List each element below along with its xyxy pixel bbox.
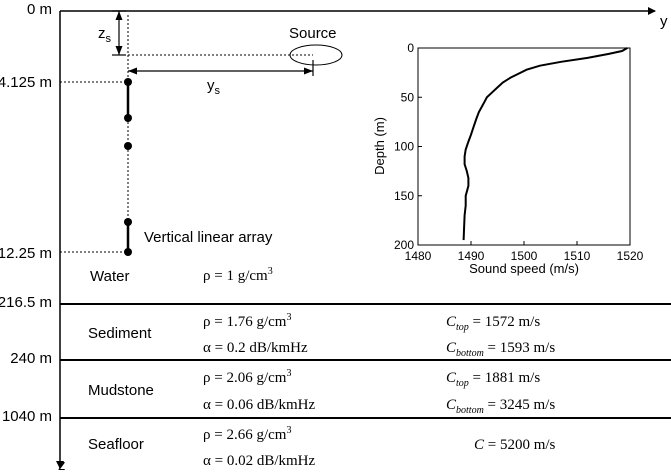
x-tick-label: 1510 [564,249,591,263]
x-tick-label: 1500 [511,249,538,263]
hydrophone [124,114,132,122]
x-tick-label: 1520 [617,249,644,263]
source-label: Source [289,25,337,42]
seafloor-layer-name: Seafloor [88,436,144,453]
hydrophone [124,248,132,256]
depth-label-array-bottom: 212.25 m [0,245,52,262]
mudstone-attenuation: α = 0.06 dB/kmHz [203,397,315,413]
zs-arrow-up [115,11,123,20]
water-layer-name: Water [90,268,129,285]
y-tick-label: 50 [401,90,415,104]
array-label: Vertical linear array [144,229,273,246]
z-axis-label: z [58,457,66,474]
depth-label-sediment-bottom: 240 m [10,350,52,367]
mudstone-c-top: Ctop = 1881 m/s [446,370,540,389]
chart-y-axis-label: Depth (m) [372,117,387,175]
ys-label: ys [207,77,221,97]
seafloor-attenuation: α = 0.02 dB/kmHz [203,453,315,469]
zs-arrow-down [115,46,123,55]
sound-speed-profile-chart: 1480 1490 1500 1510 1520 0 50 100 150 200 Sound s… [372,41,644,276]
depth-label-mudstone-bottom: 1040 m [2,408,52,425]
y-tick-label: 150 [394,189,414,203]
mudstone-layer-name: Mudstone [88,382,154,399]
y-tick-label: 0 [407,41,414,55]
depth-label-surface: 0 m [27,1,52,18]
hydrophone [124,218,132,226]
depth-label-source: 94.125 m [0,74,52,91]
sediment-attenuation: α = 0.2 dB/kmHz [203,340,308,356]
x-tick-label: 1490 [458,249,485,263]
ys-arrow-right [304,67,313,75]
ys-arrow-left [128,67,137,75]
water-density: ρ = 1 g/cm3 [203,266,273,284]
y-axis-label: y [660,13,668,30]
y-tick-label: 200 [394,238,414,252]
seafloor-sound-speed: C = 5200 m/s [474,437,556,453]
hydrophone [124,142,132,150]
zs-label: zs [98,25,112,45]
mudstone-density: ρ = 2.06 g/cm3 [203,368,291,386]
mudstone-c-bottom: Cbottom = 3245 m/s [446,397,555,416]
source-ellipse [289,44,343,66]
sediment-layer-name: Sediment [88,325,152,342]
x-tick-label: 1480 [405,249,432,263]
depth-label-water-bottom: 216.5 m [0,294,52,311]
sediment-c-bottom: Cbottom = 1593 m/s [446,340,555,359]
seafloor-density: ρ = 2.66 g/cm3 [203,425,291,443]
sound-speed-series-line [462,47,628,241]
chart-x-axis-label: Sound speed (m/s) [469,261,579,276]
sediment-c-top: Ctop = 1572 m/s [446,314,540,333]
chart-plot-area [417,47,631,246]
hydrophone [124,78,132,86]
sediment-density: ρ = 1.76 g/cm3 [203,312,291,330]
chart-ticks: 1480 1490 1500 1510 1520 0 50 100 150 200 [394,41,644,263]
y-tick-label: 100 [394,140,414,154]
